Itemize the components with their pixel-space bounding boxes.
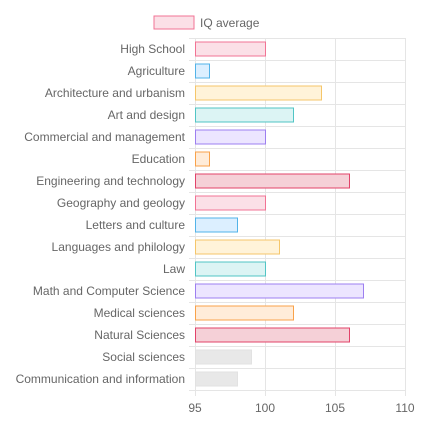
bar[interactable] (195, 129, 266, 145)
category-axis: High School Agriculture Architecture and u… (16, 42, 186, 386)
bar[interactable] (195, 107, 294, 123)
bar[interactable] (195, 261, 266, 277)
bar[interactable] (195, 305, 294, 321)
category-label: Natural Sciences (94, 328, 185, 342)
bar[interactable] (195, 195, 266, 211)
category-label: Social sciences (102, 350, 185, 364)
value-axis: 95 100 105 110 (188, 401, 415, 415)
tick-label: 95 (188, 401, 202, 415)
bar[interactable] (195, 327, 350, 343)
bar[interactable] (195, 349, 252, 365)
category-label: Commercial and management (24, 130, 185, 144)
bar[interactable] (195, 85, 322, 101)
bar[interactable] (195, 151, 210, 167)
category-label: Education (132, 152, 185, 166)
category-label: Letters and culture (86, 218, 186, 232)
bar[interactable] (195, 63, 210, 79)
bar[interactable] (195, 41, 266, 57)
chart-bars (195, 41, 364, 387)
chart-legend[interactable]: IQ average (153, 15, 260, 30)
tick-label: 100 (255, 401, 275, 415)
chart-grid (189, 38, 406, 396)
bar[interactable] (195, 239, 280, 255)
tick-label: 105 (325, 401, 345, 415)
bar[interactable] (195, 283, 364, 299)
category-label: High School (120, 42, 185, 56)
category-label: Law (163, 262, 185, 276)
legend-swatch (153, 15, 195, 30)
category-label: Architecture and urbanism (45, 86, 185, 100)
category-label: Math and Computer Science (33, 284, 185, 298)
bar[interactable] (195, 173, 350, 189)
category-label: Agriculture (128, 64, 186, 78)
category-label: Languages and philology (52, 240, 185, 254)
category-label: Communication and information (16, 372, 185, 386)
category-label: Art and design (108, 108, 185, 122)
category-label: Engineering and technology (36, 174, 185, 188)
tick-label: 110 (395, 401, 414, 415)
category-label: Geography and geology (57, 196, 185, 210)
bar[interactable] (195, 217, 238, 233)
legend-label: IQ average (200, 16, 260, 30)
bar[interactable] (195, 371, 238, 387)
category-label: Medical sciences (94, 306, 185, 320)
